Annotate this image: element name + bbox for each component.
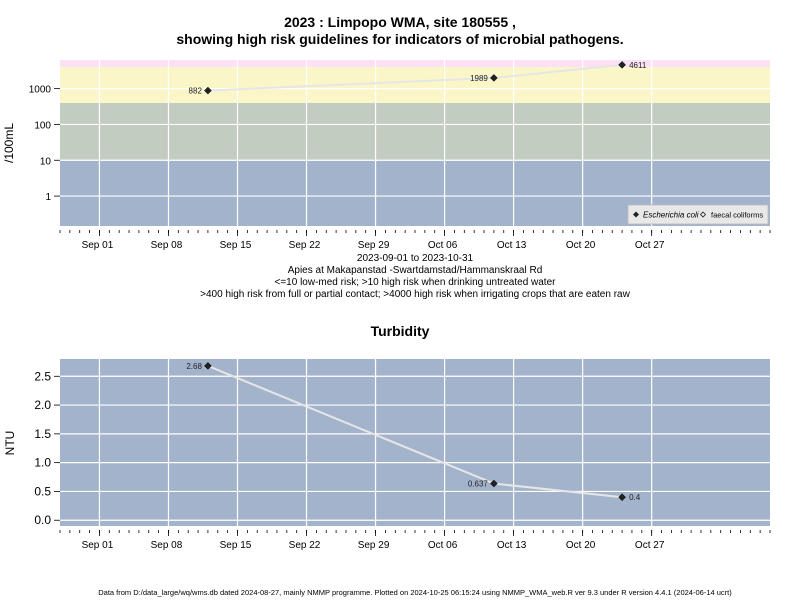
y-tick-label: 100 (34, 120, 51, 131)
y-tick-label: 1.5 (34, 427, 51, 441)
data-point (490, 74, 498, 82)
risk-band (60, 60, 770, 68)
y-axis-label: /100mL (2, 123, 16, 163)
y-tick-label: 1000 (29, 85, 52, 96)
x-tick-label: Oct 13 (497, 240, 527, 251)
guideline-line2: >400 high risk from full or partial cont… (200, 289, 630, 300)
x-tick-label: Sep 29 (358, 240, 390, 251)
data-point (204, 362, 212, 370)
y-tick-label: 0.5 (34, 484, 51, 498)
data-label: 1989 (470, 74, 488, 83)
x-tick-label: Sep 22 (289, 540, 321, 551)
legend-label-faecal: faecal coliforms (711, 211, 763, 220)
x-tick-label: Sep 01 (82, 240, 114, 251)
x-tick-label: Sep 08 (151, 540, 183, 551)
x-tick-label: Oct 27 (635, 240, 665, 251)
guideline-line1: <=10 low-med risk; >10 high risk when dr… (274, 277, 556, 288)
x-tick-label: Sep 01 (82, 540, 114, 551)
footer-note: Data from D:/data_large/wq/wms.db dated … (98, 588, 732, 597)
x-tick-label: Oct 06 (428, 240, 458, 251)
microbial-chart: Sep 01 Sep 08 Sep 15 Sep 22 Sep 29 Oct 06 Oct … (2, 60, 771, 251)
turbidity-chart: Sep 01 Sep 08 Sep 15 Sep 22 Sep 29 Oct 06 Oct … (3, 359, 771, 551)
y-tick-label: 10 (40, 156, 52, 167)
data-point (490, 479, 498, 488)
x-tick-label: Sep 29 (358, 540, 390, 551)
data-label: 0.637 (468, 480, 489, 489)
data-point (204, 86, 212, 95)
date-range-label: 2023-09-01 to 2023-10-31 (356, 253, 474, 264)
data-label: 4611 (629, 61, 647, 70)
x-tick-label: Oct 20 (566, 240, 596, 251)
legend-marker-faecal (699, 211, 707, 218)
y-tick-label: 1.0 (34, 456, 51, 470)
y-axis-label: NTU (3, 431, 17, 456)
y-tick-label: 1 (45, 192, 51, 203)
legend-box (627, 204, 769, 225)
data-label: 882 (189, 87, 203, 96)
x-tick-label: Sep 08 (151, 240, 183, 251)
data-label: 0.4 (629, 493, 641, 502)
data-label: 2.68 (186, 362, 202, 371)
x-tick-label: Oct 06 (428, 540, 458, 551)
legend-marker-ecoli (633, 211, 639, 218)
data-point (618, 493, 626, 502)
site-name-label: Apies at Makapanstad -Swartdamstad/Hamma… (287, 265, 543, 276)
chart-title-line1: 2023 : Limpopo WMA, site 180555 , (284, 14, 516, 30)
x-tick-label: Oct 13 (497, 540, 527, 551)
y-tick-label: 2.0 (34, 398, 51, 412)
chart-title-line2: showing high risk guidelines for indicat… (176, 31, 624, 47)
x-tick-label: Oct 27 (635, 540, 665, 551)
plot-background (60, 359, 770, 526)
y-tick-label: 0.0 (34, 513, 51, 527)
x-tick-label: Sep 15 (220, 540, 252, 551)
legend-label-ecoli: Escherichia coli (643, 211, 699, 220)
x-tick-label: Oct 20 (566, 540, 596, 551)
x-tick-label: Sep 15 (220, 240, 252, 251)
turbidity-title: Turbidity (370, 323, 430, 339)
data-point (618, 61, 626, 69)
x-tick-label: Sep 22 (289, 240, 321, 251)
y-tick-label: 2.5 (34, 369, 51, 383)
